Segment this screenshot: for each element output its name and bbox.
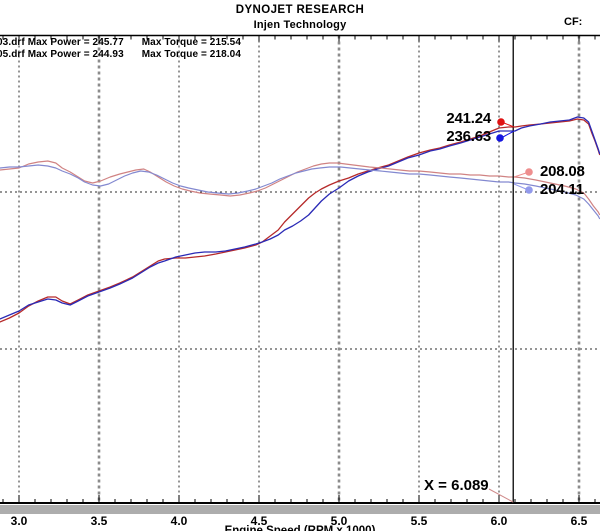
legend-run1-file-power: 03.drf Max Power = 245.77 bbox=[0, 37, 124, 48]
page-title: DYNOJET RESEARCH bbox=[235, 4, 365, 16]
torque-run2-leader bbox=[513, 183, 527, 190]
power-run2-dot bbox=[496, 134, 504, 142]
cursor-leader-line bbox=[488, 488, 514, 503]
legend-row-run2: 05.drf Max Power = 244.93 Max Torque = 21… bbox=[0, 49, 241, 61]
legend-run1-torque: Max Torque = 215.54 bbox=[141, 37, 241, 48]
readout-power-run1: 241.24 bbox=[446, 110, 491, 127]
power-run2-trace bbox=[0, 116, 600, 320]
torque-run2-dot bbox=[525, 186, 533, 194]
x-tick-label: 3.5 bbox=[90, 514, 108, 528]
readout-torque-run2: 204.11 bbox=[540, 181, 584, 198]
page-subtitle: Injen Technology bbox=[253, 19, 347, 31]
x-tick-label: 4.0 bbox=[170, 514, 188, 528]
power-run2-leader bbox=[502, 130, 515, 138]
power-run1-trace bbox=[0, 118, 600, 323]
readout-torque-run1: 208.08 bbox=[540, 163, 585, 180]
legend-row-run1: 03.drf Max Power = 245.77 Max Torque = 21… bbox=[0, 37, 241, 49]
correction-factor-label: CF: bbox=[564, 16, 583, 28]
cursor-x-readout: X = 6.089 bbox=[424, 477, 489, 494]
torque-run2-trace bbox=[0, 164, 600, 220]
torque-run1-dot bbox=[525, 168, 533, 176]
x-tick-label: 3.0 bbox=[10, 514, 28, 528]
x-tick-label: 4.5 bbox=[250, 514, 268, 528]
legend-run2-torque: Max Torque = 218.04 bbox=[141, 49, 241, 60]
x-tick-label: 5.0 bbox=[330, 514, 348, 528]
x-tick-label: 6.0 bbox=[490, 514, 508, 528]
readout-power-run2: 236.63 bbox=[446, 128, 491, 145]
x-tick-label: 5.5 bbox=[410, 514, 428, 528]
x-axis-band bbox=[0, 505, 600, 514]
legend-run2-file-power: 05.drf Max Power = 244.93 bbox=[0, 49, 124, 60]
power-run1-dot bbox=[497, 118, 505, 126]
torque-run1-leader bbox=[513, 172, 527, 178]
power-run1-leader bbox=[503, 122, 515, 128]
x-axis-title: Engine Speed (RPM x 1000) bbox=[224, 525, 376, 531]
x-tick-label: 6.5 bbox=[570, 514, 588, 528]
legend: 03.drf Max Power = 245.77 Max Torque = 21… bbox=[0, 37, 241, 61]
